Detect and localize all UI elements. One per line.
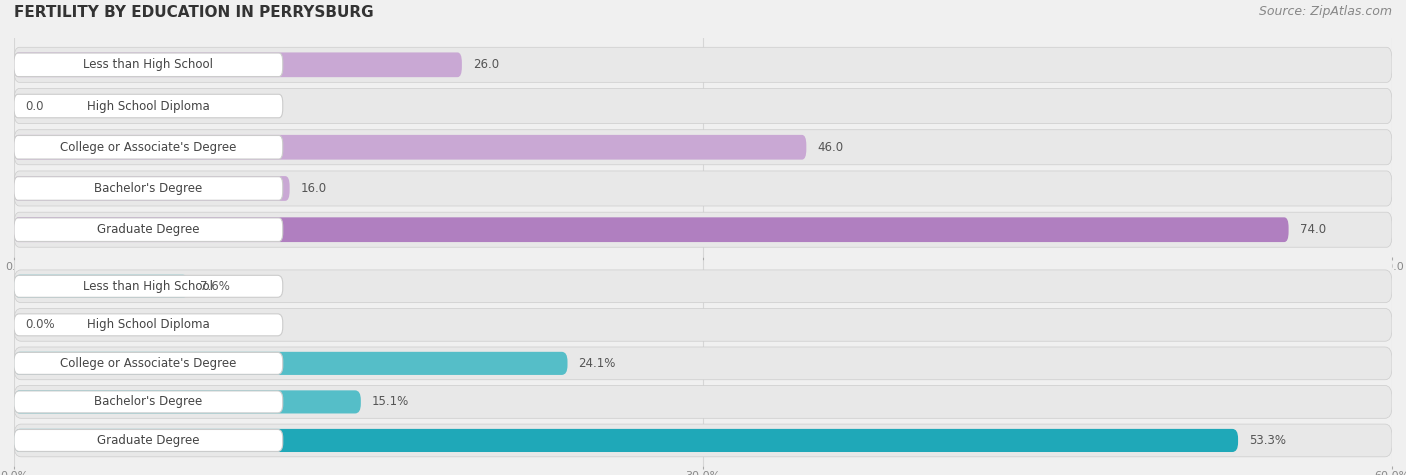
FancyBboxPatch shape: [14, 176, 290, 201]
Text: High School Diploma: High School Diploma: [87, 318, 209, 332]
FancyBboxPatch shape: [14, 88, 1392, 124]
Text: Graduate Degree: Graduate Degree: [97, 434, 200, 447]
FancyBboxPatch shape: [14, 424, 1392, 457]
Text: Graduate Degree: Graduate Degree: [97, 223, 200, 236]
Text: Bachelor's Degree: Bachelor's Degree: [94, 182, 202, 195]
FancyBboxPatch shape: [14, 270, 1392, 303]
Text: 53.3%: 53.3%: [1249, 434, 1286, 447]
Text: 16.0: 16.0: [301, 182, 326, 195]
Text: 74.0: 74.0: [1299, 223, 1326, 236]
Text: High School Diploma: High School Diploma: [87, 100, 209, 113]
Text: 15.1%: 15.1%: [371, 395, 409, 408]
FancyBboxPatch shape: [14, 212, 1392, 247]
FancyBboxPatch shape: [14, 352, 568, 375]
FancyBboxPatch shape: [14, 53, 283, 76]
FancyBboxPatch shape: [14, 386, 1392, 418]
FancyBboxPatch shape: [14, 177, 283, 200]
FancyBboxPatch shape: [14, 52, 463, 77]
Text: 46.0: 46.0: [817, 141, 844, 154]
FancyBboxPatch shape: [14, 135, 283, 159]
Text: 0.0%: 0.0%: [25, 318, 55, 332]
Text: College or Associate's Degree: College or Associate's Degree: [60, 141, 236, 154]
Text: FERTILITY BY EDUCATION IN PERRYSBURG: FERTILITY BY EDUCATION IN PERRYSBURG: [14, 5, 374, 20]
FancyBboxPatch shape: [14, 275, 188, 298]
FancyBboxPatch shape: [14, 347, 1392, 380]
FancyBboxPatch shape: [14, 429, 283, 451]
FancyBboxPatch shape: [14, 218, 283, 241]
FancyBboxPatch shape: [14, 171, 1392, 206]
FancyBboxPatch shape: [14, 94, 283, 118]
FancyBboxPatch shape: [14, 314, 283, 336]
Text: Less than High School: Less than High School: [83, 58, 214, 71]
FancyBboxPatch shape: [14, 135, 807, 160]
FancyBboxPatch shape: [14, 218, 1289, 242]
Text: Bachelor's Degree: Bachelor's Degree: [94, 395, 202, 408]
Text: Source: ZipAtlas.com: Source: ZipAtlas.com: [1258, 5, 1392, 18]
FancyBboxPatch shape: [14, 130, 1392, 165]
Text: 7.6%: 7.6%: [200, 280, 229, 293]
Text: Less than High School: Less than High School: [83, 280, 214, 293]
FancyBboxPatch shape: [14, 308, 1392, 341]
FancyBboxPatch shape: [14, 48, 1392, 82]
FancyBboxPatch shape: [14, 391, 283, 413]
Text: College or Associate's Degree: College or Associate's Degree: [60, 357, 236, 370]
Text: 24.1%: 24.1%: [578, 357, 616, 370]
Text: 26.0: 26.0: [472, 58, 499, 71]
FancyBboxPatch shape: [14, 276, 283, 297]
Text: 0.0: 0.0: [25, 100, 44, 113]
FancyBboxPatch shape: [14, 352, 283, 374]
FancyBboxPatch shape: [14, 429, 1239, 452]
FancyBboxPatch shape: [14, 390, 361, 413]
